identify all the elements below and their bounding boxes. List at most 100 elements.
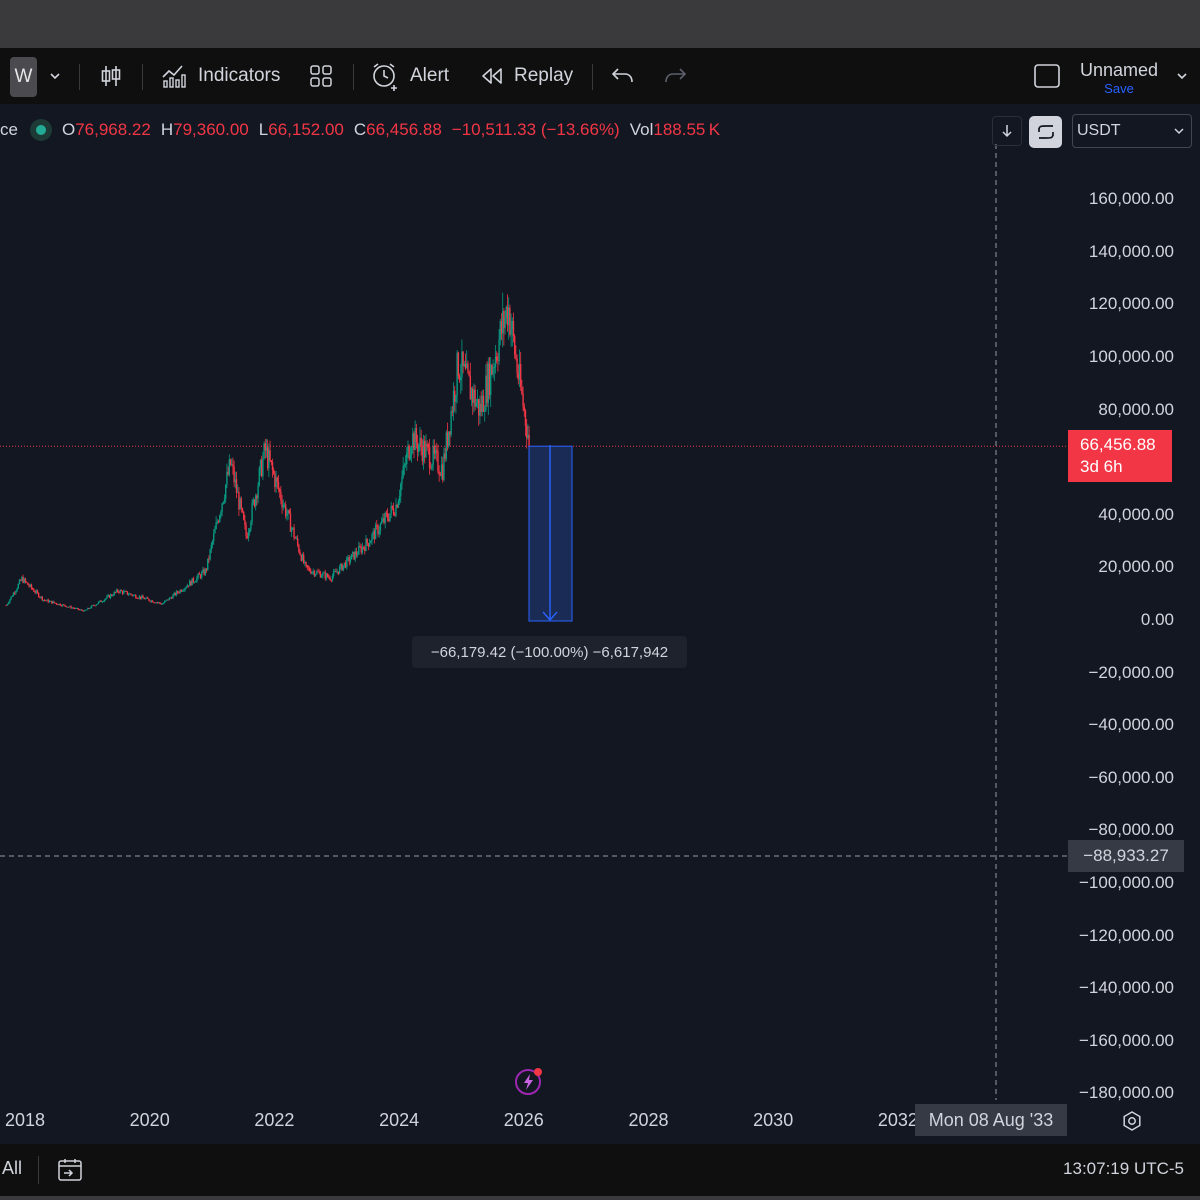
candle-body [248,529,251,533]
redo-button[interactable] [662,48,688,104]
candle-body [96,603,99,605]
candle-body [515,354,517,359]
whats-new-button[interactable] [514,1066,544,1096]
toolbar-divider [592,64,593,90]
candle-body [183,590,185,592]
candle-body [39,597,41,598]
candle-body [84,609,87,611]
candle-body [199,574,202,578]
candle-body [252,499,254,504]
candle-body [436,450,438,452]
candle-body [226,472,228,485]
candle-body [372,530,374,535]
candle-body [95,604,97,606]
candle-body [461,351,463,378]
candle-body [239,498,241,510]
candle-body [511,321,513,330]
candle-body [154,602,156,604]
candle-body [65,606,67,608]
clock-timezone[interactable]: 13:07:19 UTC-5 [1063,1159,1184,1178]
candle-body [193,582,196,583]
candle-body [289,513,292,532]
market-status-icon[interactable] [29,119,52,141]
interval-dropdown[interactable] [48,48,62,104]
candle-body [440,464,443,476]
candle-body [180,589,183,592]
currency-select[interactable]: USDT [1072,114,1192,148]
candle-body [280,491,282,501]
candle-body [331,575,334,581]
candle-body [278,489,281,492]
price-chart[interactable] [0,104,1200,1144]
candle-body [42,599,45,601]
candle-body [328,576,330,578]
candle-body [66,606,69,608]
compare-button[interactable] [1029,116,1062,148]
interval-button[interactable]: W [10,57,37,97]
range-all-button[interactable]: All [2,1158,23,1178]
replay-button[interactable]: Replay [480,48,573,104]
candle-body [90,605,93,609]
candle-body [450,411,452,435]
price-range-measure[interactable] [528,445,573,622]
candle-body [256,495,258,499]
candle-body [85,609,88,611]
candle-body [151,600,154,603]
candle-body [35,590,37,593]
layout-name-button[interactable]: Unnamed Save [1070,59,1168,97]
window-top-strip [0,0,1200,48]
candle-body [426,443,428,445]
candle-body [416,442,419,452]
candle-body [71,607,73,609]
symbol-name[interactable]: ce [0,120,18,139]
candle-body [300,554,302,561]
candle-body [82,610,84,612]
chart-settings-button[interactable] [1121,1110,1143,1132]
candle-body [187,585,190,587]
candle-body [162,603,165,605]
candle-body [57,604,59,606]
fullscreen-toggle[interactable] [1033,48,1061,104]
candle-body [481,395,484,412]
candle-body [259,459,262,469]
candle-body [470,388,473,400]
grid-icon [310,65,332,87]
templates-button[interactable] [309,48,333,104]
candle-body [382,518,384,522]
candle-body [198,573,201,575]
candle-body [155,602,157,604]
candle-body [12,592,15,597]
go-to-date-button[interactable] [56,1156,84,1184]
candle-body [519,363,522,387]
last-price-value: 66,456.88 [1080,435,1156,454]
candle-body [264,443,266,451]
candle-body [142,595,144,598]
candle-body [216,521,219,523]
indicators-button[interactable]: Indicators [160,48,280,104]
candle-body [413,433,415,451]
replay-label: Replay [514,65,574,86]
candle-body [201,572,203,578]
undo-button[interactable] [610,48,636,104]
scroll-to-realtime-button[interactable] [992,116,1022,146]
candle-body [312,571,314,572]
alert-button[interactable]: Alert [370,48,449,104]
candle-body [197,573,199,578]
candle-body [105,598,107,600]
candle-body [463,363,466,366]
candle-body [340,563,342,567]
chart-type-button[interactable] [98,48,124,104]
bar-countdown: 3d 6h [1080,457,1123,476]
candle-body [428,447,431,468]
candle-body [311,571,313,574]
layout-dropdown[interactable] [1175,48,1189,104]
candle-body [220,511,222,516]
candle-body [41,596,43,601]
candle-body [67,606,70,608]
chart-pane[interactable]: −66,179.42 (−100.00%) −6,617,942 160,000… [0,104,1200,1144]
candle-body [55,603,58,605]
candle-body [184,588,186,591]
top-toolbar: W Indicators [0,48,1200,104]
candle-body [205,569,208,571]
candle-body [106,596,108,599]
